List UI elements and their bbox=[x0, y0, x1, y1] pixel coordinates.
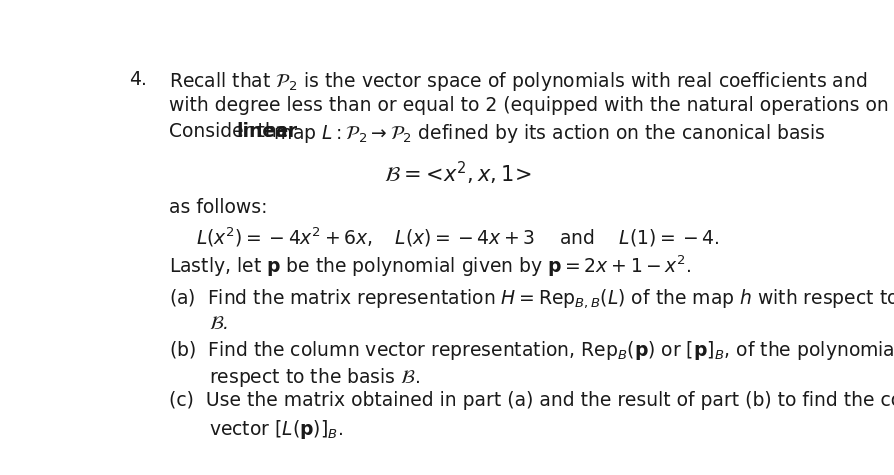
Text: $\mathcal{B}$.: $\mathcal{B}$. bbox=[209, 314, 228, 333]
Text: (b)  Find the column vector representation, $\mathrm{Rep}_B(\mathbf{p})$ or $[\m: (b) Find the column vector representatio… bbox=[169, 339, 894, 362]
Text: Consider the: Consider the bbox=[169, 123, 294, 142]
Text: (c)  Use the matrix obtained in part (a) and the result of part (b) to find the : (c) Use the matrix obtained in part (a) … bbox=[169, 391, 894, 410]
Text: $\mathcal{B} =\!<\! x^2, x, 1\!>$: $\mathcal{B} =\!<\! x^2, x, 1\!>$ bbox=[384, 160, 532, 187]
Text: $L(x^2) = -4x^2 + 6x, \quad L(x) = -4x + 3 \quad$ and $\quad L(1) = -4.$: $L(x^2) = -4x^2 + 6x, \quad L(x) = -4x +… bbox=[197, 225, 720, 249]
Text: as follows:: as follows: bbox=[169, 198, 267, 217]
Text: vector $[L(\mathbf{p})]_B$.: vector $[L(\mathbf{p})]_B$. bbox=[209, 418, 343, 441]
Text: map $L : \mathcal{P}_2 \rightarrow \mathcal{P}_2$ defined by its action on the c: map $L : \mathcal{P}_2 \rightarrow \math… bbox=[268, 123, 826, 145]
Text: Recall that $\mathcal{P}_2$ is the vector space of polynomials with real coeffic: Recall that $\mathcal{P}_2$ is the vecto… bbox=[169, 70, 867, 93]
Text: (a)  Find the matrix representation $H = \mathrm{Rep}_{B,B}(L)$ of the map $h$ w: (a) Find the matrix representation $H = … bbox=[169, 287, 894, 310]
Text: with degree less than or equal to 2 (equipped with the natural operations on pol: with degree less than or equal to 2 (equ… bbox=[169, 96, 894, 115]
Text: respect to the basis $\mathcal{B}$.: respect to the basis $\mathcal{B}$. bbox=[209, 366, 420, 389]
Text: Lastly, let $\mathbf{p}$ be the polynomial given by $\mathbf{p} = 2x + 1 - x^2$.: Lastly, let $\mathbf{p}$ be the polynomi… bbox=[169, 253, 691, 279]
Text: linear: linear bbox=[237, 123, 298, 142]
Text: 4.: 4. bbox=[129, 70, 147, 89]
